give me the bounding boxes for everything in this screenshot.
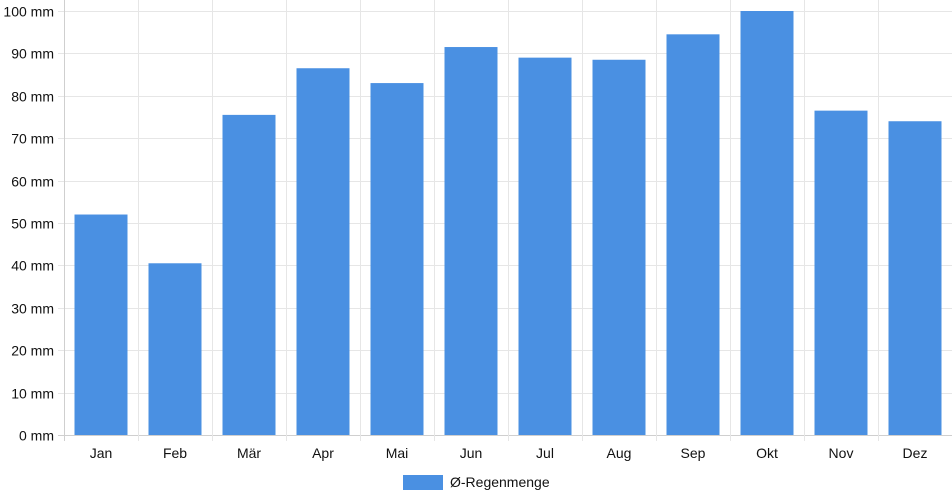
x-tick-label: Jan (90, 445, 113, 461)
bar[interactable] (296, 68, 350, 436)
bar[interactable] (148, 263, 202, 435)
bar[interactable] (444, 47, 498, 435)
bar[interactable] (888, 121, 942, 436)
y-tick-label: 20 mm (11, 343, 54, 359)
bars (74, 11, 942, 436)
bar[interactable] (370, 83, 424, 435)
bar[interactable] (222, 114, 276, 435)
y-tick-label: 30 mm (11, 301, 54, 317)
legend[interactable]: Ø-Regenmenge (403, 474, 550, 490)
y-tick-label: 90 mm (11, 46, 54, 62)
x-tick-label: Okt (756, 445, 778, 461)
y-tick-label: 70 mm (11, 131, 54, 147)
bar[interactable] (740, 11, 794, 435)
legend-label[interactable]: Ø-Regenmenge (450, 474, 550, 490)
y-tick-label: 60 mm (11, 174, 54, 190)
bar[interactable] (518, 57, 572, 435)
x-tick-label: Mai (386, 445, 409, 461)
y-tick-label: 80 mm (11, 89, 54, 105)
bar[interactable] (592, 59, 646, 435)
bar[interactable] (814, 110, 868, 435)
x-tick-label: Jul (536, 445, 554, 461)
x-axis: Jan Feb Mär Apr Mai Jun Jul Aug Sep Okt Nov Dez (90, 445, 928, 461)
y-tick-label: 100 mm (3, 4, 54, 20)
y-tick-label: 40 mm (11, 258, 54, 274)
y-tick-label: 10 mm (11, 386, 54, 402)
x-tick-label: Nov (829, 445, 854, 461)
y-tick-label: 0 mm (19, 428, 54, 444)
x-tick-label: Sep (681, 445, 706, 461)
legend-swatch[interactable] (403, 475, 443, 490)
y-tick-label: 50 mm (11, 216, 54, 232)
y-axis: 0 mm 10 mm 20 mm 30 mm 40 mm 50 mm 60 mm 70 mm 8… (3, 4, 54, 444)
x-tick-label: Feb (163, 445, 187, 461)
x-tick-label: Mär (237, 445, 261, 461)
x-tick-label: Aug (607, 445, 632, 461)
grid (58, 0, 952, 441)
x-tick-label: Apr (312, 445, 334, 461)
bar[interactable] (666, 34, 720, 435)
x-tick-label: Dez (903, 445, 928, 461)
bar[interactable] (74, 214, 128, 435)
x-tick-label: Jun (460, 445, 483, 461)
